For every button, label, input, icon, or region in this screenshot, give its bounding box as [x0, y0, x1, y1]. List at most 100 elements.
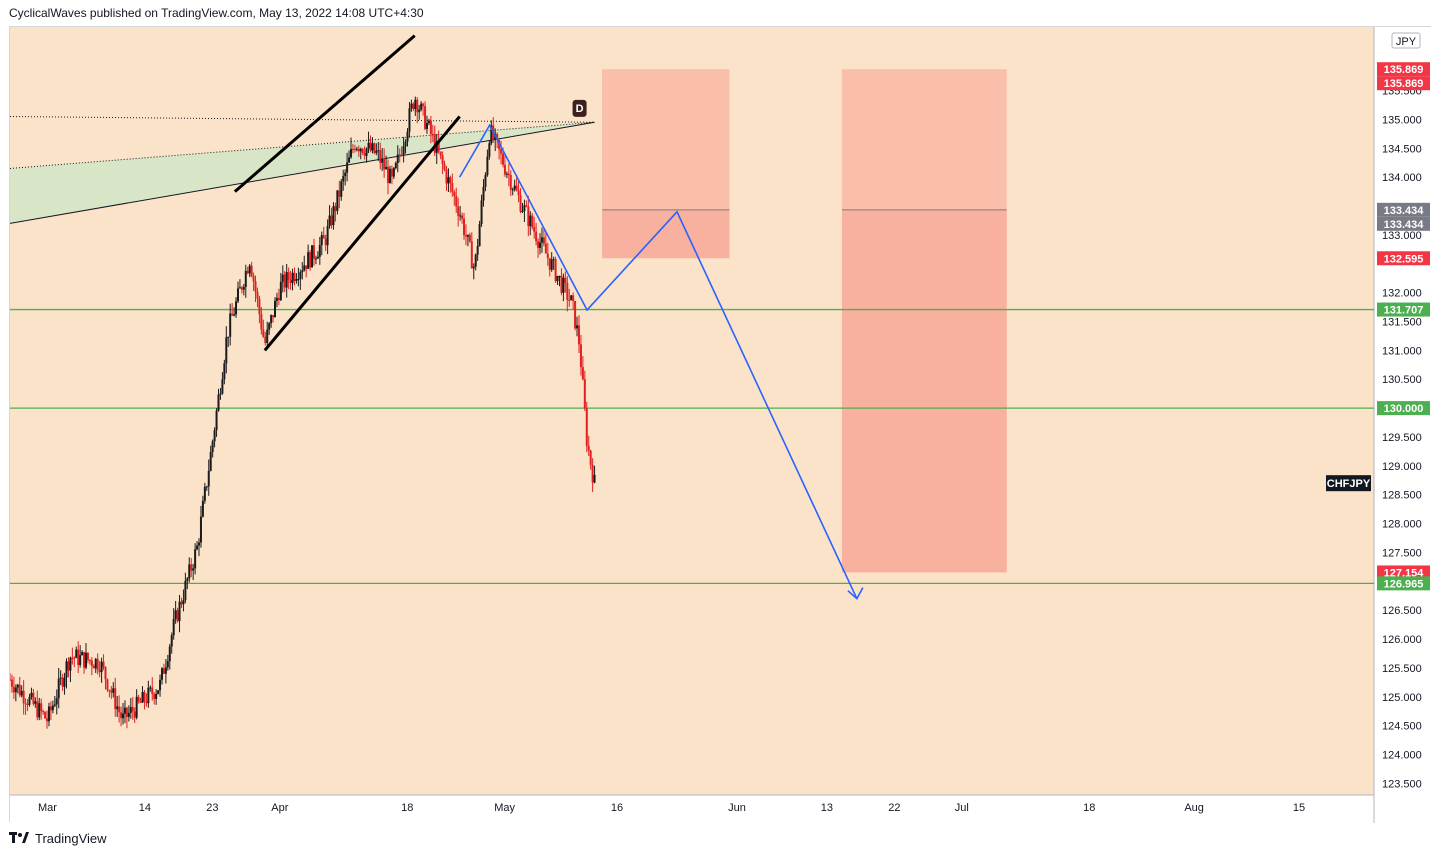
tradingview-logo[interactable]: TradingView [9, 829, 107, 847]
candle-body [379, 150, 382, 163]
candle-body [49, 706, 52, 711]
candle-body [159, 679, 162, 691]
candle-body [488, 143, 491, 157]
y-tick-label: 134.000 [1382, 172, 1422, 184]
symbol-tag: CHFJPY [1327, 478, 1371, 490]
candle-body [236, 288, 239, 302]
candle-body [71, 657, 74, 659]
candle-body [297, 278, 300, 280]
candle-body [445, 169, 448, 184]
candle-body [133, 711, 136, 718]
channel-upper-line [233, 34, 416, 193]
candle-body [225, 337, 228, 364]
candle-body [151, 687, 154, 695]
candle-body [94, 658, 97, 669]
candle-body [174, 610, 177, 620]
candle-body [338, 190, 341, 197]
candle-body [420, 103, 423, 110]
candle-body [275, 297, 278, 301]
candle-body [118, 706, 121, 713]
candle-body [418, 109, 421, 113]
candle-body [238, 287, 241, 289]
candle-body [371, 143, 374, 151]
price-tag-box [1377, 576, 1430, 591]
y-ticks-layer: 135.500135.000134.500134.000133.000132.0… [1382, 32, 1422, 790]
candle-body [277, 297, 280, 301]
candle-body [168, 646, 171, 662]
levels-layer [10, 308, 1374, 585]
chart-svg[interactable]: D CHFJPY 135.500135.000134.500134.000133.… [10, 27, 1432, 823]
candle-body [556, 275, 559, 282]
candle-body [519, 195, 522, 212]
candle-body [123, 707, 126, 714]
candle-body [381, 158, 384, 163]
candle-body [466, 234, 469, 237]
candle-body [517, 190, 520, 196]
price-tag: 135.869 [1384, 78, 1424, 90]
price-tag: 132.595 [1384, 253, 1424, 265]
candle-body [147, 687, 150, 704]
candle-body [170, 635, 173, 647]
candle-body [564, 277, 567, 283]
candle-body [509, 175, 512, 190]
chart-panel[interactable]: D CHFJPY 135.500 135.000 134.500 134.000 133.… [9, 26, 1432, 823]
y-tick-label: 135.000 [1382, 114, 1422, 126]
price-tag-box [1377, 202, 1430, 217]
candle-body [332, 206, 335, 226]
candle-body [387, 166, 390, 183]
price-tag-box [1377, 76, 1430, 91]
candle-body [385, 166, 388, 170]
candle-body [59, 677, 62, 679]
candle-body [500, 149, 503, 154]
candles-layer [10, 96, 596, 729]
x-tick-label: 18 [1083, 802, 1095, 814]
candle-body [322, 235, 325, 239]
candle-body [350, 148, 352, 158]
candle-body [501, 153, 504, 165]
candle-body [22, 690, 25, 704]
candle-body [579, 344, 582, 368]
candle-body [279, 281, 282, 301]
candle-body [461, 215, 464, 219]
candle-body [287, 272, 290, 281]
y-tick-label: 124.500 [1382, 721, 1422, 733]
y-tick-label: 123.500 [1382, 778, 1422, 790]
time-axis[interactable] [10, 795, 1374, 823]
candle-body [550, 259, 553, 270]
candle-body [447, 177, 450, 184]
symbol-tag-box [1326, 475, 1371, 492]
candle-body [429, 120, 432, 134]
candle-body [408, 108, 411, 132]
candle-body [348, 157, 351, 163]
candle-body [12, 686, 15, 693]
candle-body [254, 281, 257, 292]
candle-body [523, 205, 526, 211]
y-tick-label: 129.000 [1382, 461, 1422, 473]
candle-body [453, 191, 456, 196]
candle-body [272, 315, 275, 318]
candle-body [28, 697, 31, 705]
candle-body [137, 696, 140, 702]
pattern-marker-d: D [576, 103, 584, 115]
publisher-line: CyclicalWaves published on TradingView.c… [9, 6, 424, 20]
candle-body [36, 701, 39, 718]
candle-body [221, 379, 224, 394]
tradingview-logo-icon [9, 832, 29, 843]
candle-body [69, 657, 72, 671]
candle-body [330, 215, 333, 226]
x-tick-label: May [494, 802, 515, 814]
candle-body [357, 148, 360, 152]
candle-body [464, 235, 467, 237]
x-tick-label: Aug [1184, 802, 1204, 814]
candle-body [84, 652, 87, 668]
candle-body [182, 600, 185, 605]
candle-body [342, 176, 345, 182]
candle-body [583, 379, 586, 409]
price-axis[interactable] [1374, 27, 1432, 823]
x-tick-label: Jun [728, 802, 746, 814]
candle-body [396, 154, 399, 163]
candle-body [211, 441, 214, 452]
currency-label-box [1391, 32, 1421, 49]
candle-body [480, 200, 483, 225]
candle-body [568, 299, 571, 301]
